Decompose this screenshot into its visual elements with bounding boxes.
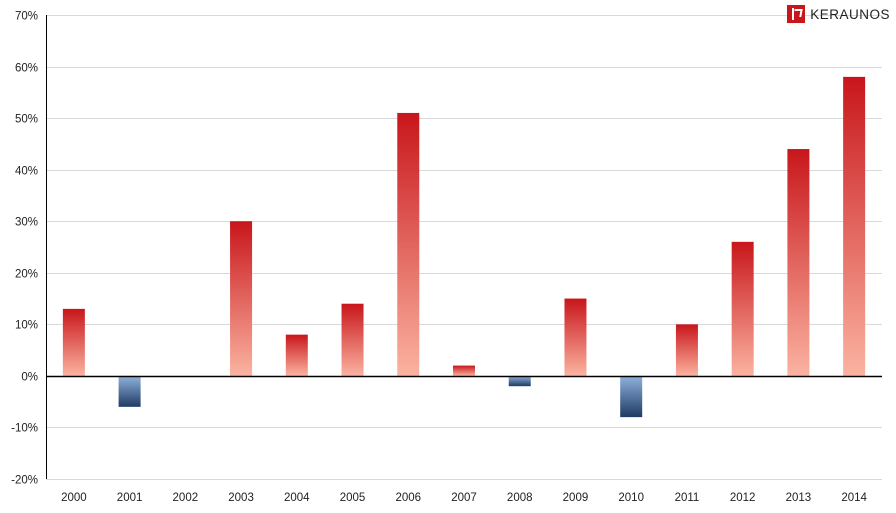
x-tick-label: 2006 bbox=[395, 492, 421, 504]
gridlines bbox=[46, 15, 882, 480]
logo-text: KERAUNOS bbox=[810, 6, 890, 22]
x-tick-label: 2013 bbox=[786, 492, 812, 504]
x-tick-label: 2011 bbox=[675, 492, 700, 504]
bar-2003 bbox=[230, 221, 253, 376]
x-tick-label: 2002 bbox=[173, 492, 199, 504]
y-tick-label: 40% bbox=[15, 166, 38, 178]
bar-2013 bbox=[787, 149, 810, 376]
bar-2008 bbox=[508, 375, 531, 387]
x-axis-ticks: 2000 2001 2002 2003 2004 2005 2006 2007 2008 2009… bbox=[61, 492, 867, 504]
x-tick-label: 2012 bbox=[730, 492, 756, 504]
y-tick-label: 70% bbox=[15, 11, 38, 23]
bar-2001 bbox=[118, 375, 141, 407]
y-tick-label: 10% bbox=[15, 320, 38, 332]
y-tick-label: 30% bbox=[15, 217, 38, 229]
bars bbox=[62, 76, 866, 418]
keraunos-logo-icon bbox=[787, 5, 806, 23]
bar-2012 bbox=[731, 241, 754, 376]
y-tick-label: 50% bbox=[15, 114, 38, 126]
x-tick-label: 2014 bbox=[841, 492, 867, 504]
bar-2005 bbox=[341, 303, 364, 376]
x-tick-label: 2000 bbox=[61, 492, 87, 504]
y-tick-label: 20% bbox=[15, 269, 38, 281]
bar-2004 bbox=[285, 334, 308, 376]
x-tick-label: 2008 bbox=[507, 492, 533, 504]
x-tick-label: 2001 bbox=[117, 492, 143, 504]
y-tick-label: -10% bbox=[11, 423, 38, 435]
x-tick-label: 2003 bbox=[228, 492, 254, 504]
bar-2014 bbox=[843, 76, 866, 376]
bar-2006 bbox=[397, 112, 420, 376]
bar-2000 bbox=[62, 308, 85, 376]
x-tick-label: 2007 bbox=[451, 492, 477, 504]
x-tick-label: 2004 bbox=[284, 492, 310, 504]
x-tick-label: 2005 bbox=[340, 492, 366, 504]
bar-2007 bbox=[453, 365, 475, 376]
x-tick-label: 2009 bbox=[563, 492, 589, 504]
bar-2009 bbox=[564, 298, 587, 376]
bar-2011 bbox=[675, 324, 698, 376]
y-tick-label: 60% bbox=[15, 63, 38, 75]
axes bbox=[46, 15, 882, 479]
y-tick-label: 0% bbox=[21, 372, 38, 384]
x-tick-label: 2010 bbox=[618, 492, 644, 504]
y-axis-ticks: -20% -10% 0% 10% 20% 30% 40% 50% 60% 70% bbox=[11, 11, 38, 487]
y-tick-label: -20% bbox=[11, 475, 38, 487]
keraunos-logo: KERAUNOS bbox=[787, 5, 890, 23]
bar-2010 bbox=[620, 375, 643, 418]
